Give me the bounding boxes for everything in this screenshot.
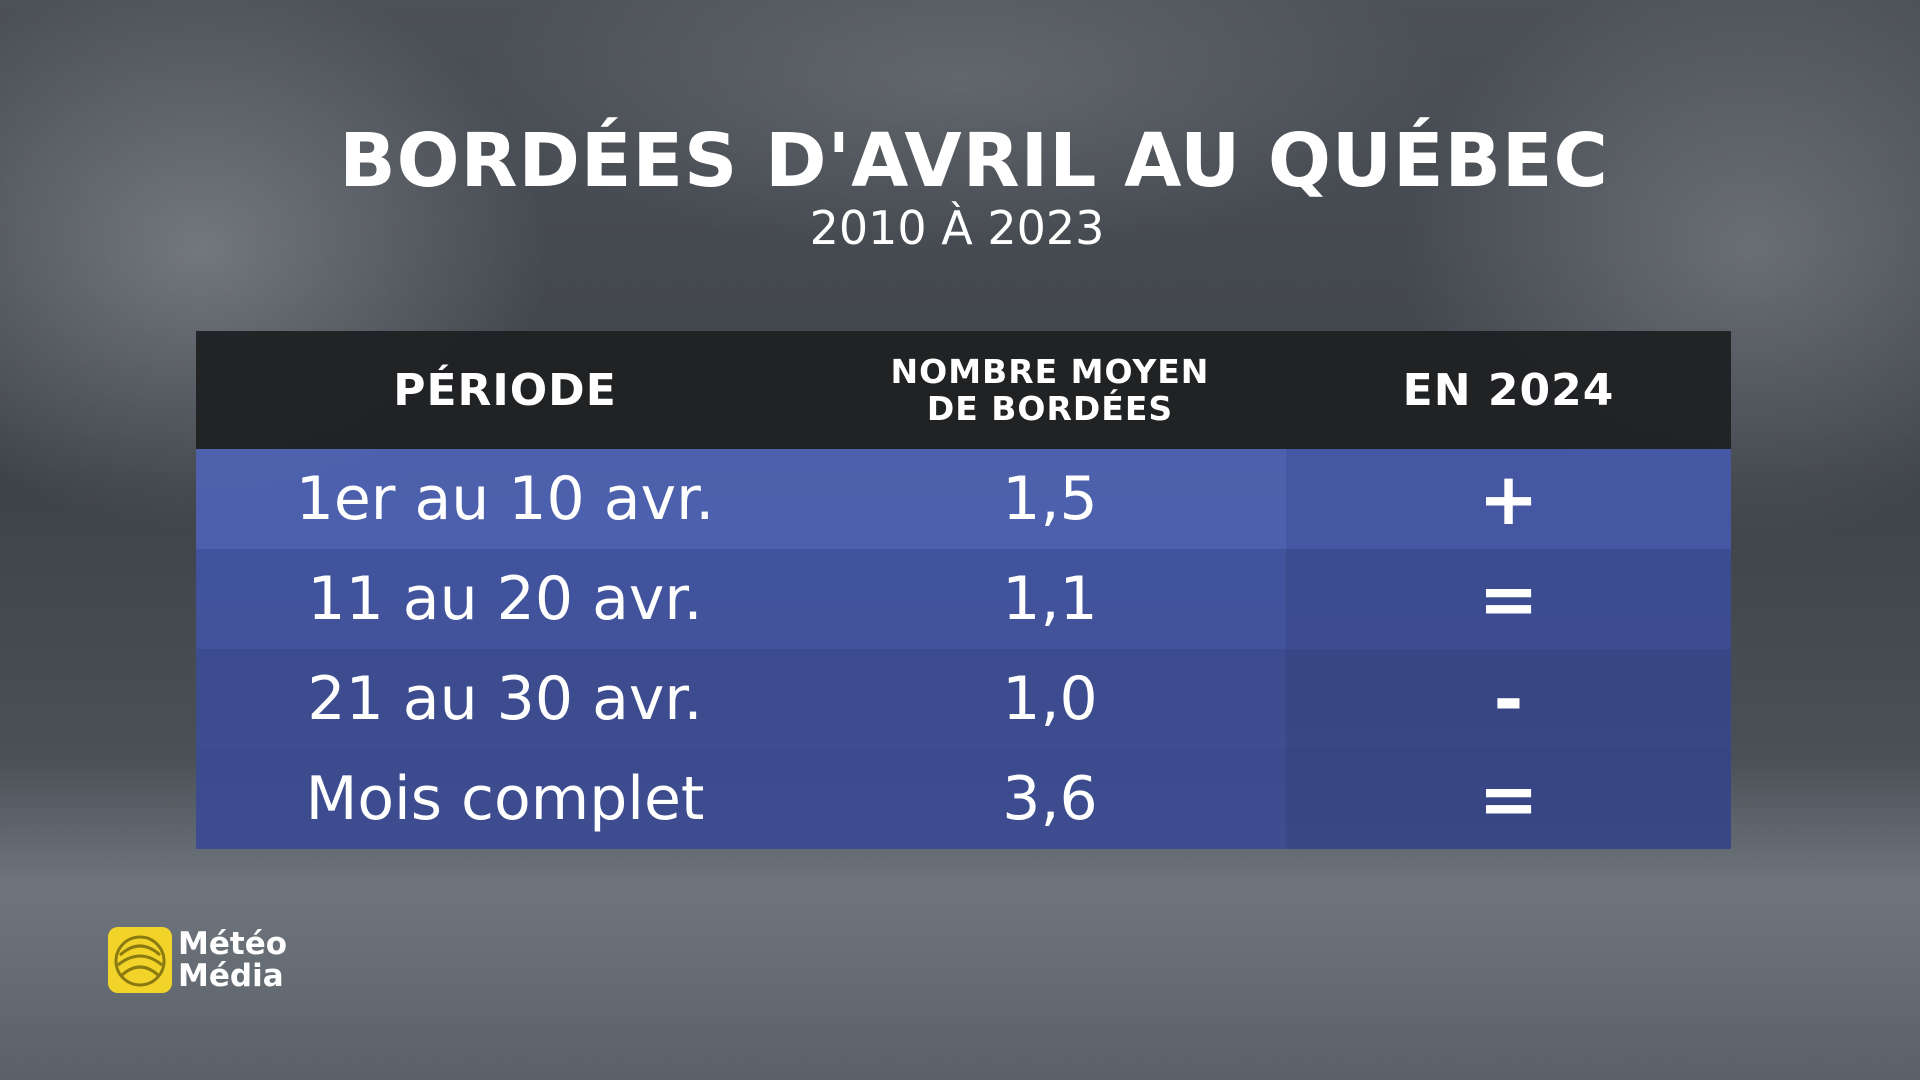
column-header: NOMBRE MOYEN DE BORDÉES	[814, 331, 1286, 449]
table-cell: 1,1	[814, 549, 1286, 649]
table-row: 11 au 20 avr. 1,1 =	[196, 549, 1731, 649]
table-row: 21 au 30 avr. 1,0-	[196, 649, 1731, 749]
table-body: 1er au 10 avr. 1,5 +11 au 20 avr. 1,1 = 21 au…	[196, 449, 1731, 849]
header-line: PÉRIODE	[393, 364, 617, 416]
title: BORDÉES D'AVRIL AU QUÉBEC	[339, 118, 1609, 204]
header-line: DE BORDÉES	[926, 389, 1174, 428]
logo-line: Météo	[178, 926, 288, 962]
table-cell: =	[1286, 549, 1731, 649]
table-row: 1er au 10 avr. 1,5 +	[196, 449, 1731, 549]
subtitle: 2010 À 2023	[809, 201, 1105, 255]
column-header: PÉRIODE	[196, 331, 814, 449]
table-cell: =	[1286, 749, 1731, 849]
header-line: NOMBRE MOYEN	[890, 352, 1210, 391]
header-line: EN 2024	[1402, 364, 1615, 416]
table-cell: 1,0	[814, 649, 1286, 749]
table-cell: 21 au 30 avr.	[196, 649, 814, 749]
table-header: PÉRIODE NOMBRE MOYEN DE BORDÉES EN 2024	[196, 331, 1731, 449]
logo-line: Média	[178, 958, 284, 994]
column-header: EN 2024	[1286, 331, 1731, 449]
table: PÉRIODE NOMBRE MOYEN DE BORDÉES EN 2024 1…	[196, 331, 1731, 849]
table-cell: +	[1286, 449, 1731, 549]
table-row: Mois complet 3,6 =	[196, 749, 1731, 849]
table-cell: 11 au 20 avr.	[196, 549, 814, 649]
table-cell: 1er au 10 avr.	[196, 449, 814, 549]
logo-text: Météo Média	[178, 928, 287, 992]
logo: Météo Média	[108, 927, 287, 993]
logo-icon	[108, 927, 172, 993]
table-cell: 3,6	[814, 749, 1286, 849]
table-cell: 1,5	[814, 449, 1286, 549]
table-cell: -	[1286, 649, 1731, 749]
table-cell: Mois complet	[196, 749, 814, 849]
